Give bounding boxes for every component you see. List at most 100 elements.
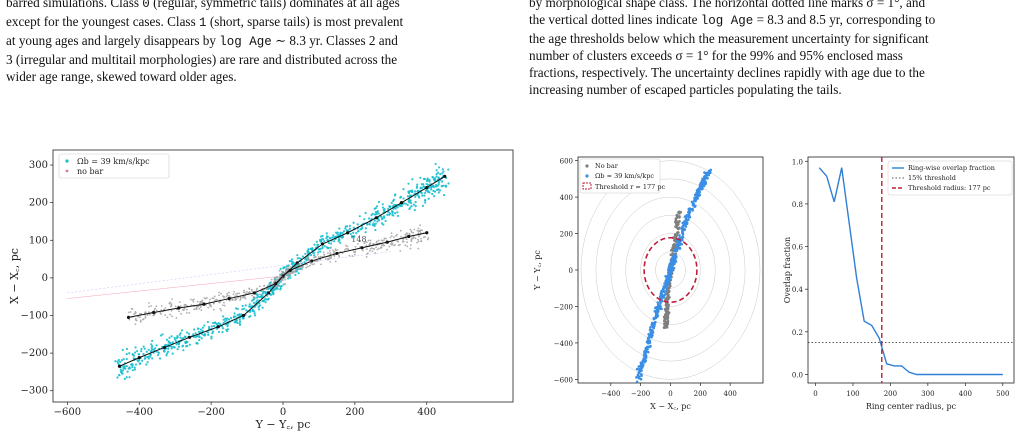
c2-point-nobar	[667, 281, 670, 284]
c1-point-bar	[248, 305, 251, 308]
c2-point-bar	[649, 326, 652, 329]
c1-point-bar	[300, 262, 304, 265]
c2-point-bar	[644, 349, 648, 352]
c2-point-nobar	[668, 270, 672, 274]
c1-point-bar	[351, 236, 354, 239]
c2-point-bar	[643, 358, 647, 362]
c2-point-bar	[696, 193, 699, 196]
c1-point-bar	[410, 189, 414, 192]
c1-point-nobar	[286, 269, 288, 272]
c1-point-bar	[176, 336, 179, 339]
c2-point-nobar	[669, 269, 672, 272]
c1-point-bar	[187, 332, 191, 335]
c2-point-nobar	[673, 249, 676, 252]
c1-point-bar	[184, 345, 188, 348]
c1-point-nobar	[134, 311, 137, 314]
c1-point-nobar	[281, 279, 284, 282]
c2-point-bar	[667, 277, 670, 281]
c2-point-bar	[647, 336, 651, 339]
c1-point-bar	[133, 357, 136, 360]
c1-point-bar	[396, 214, 400, 218]
c1-point-nobar	[200, 300, 202, 303]
c1-point-nobar	[144, 312, 147, 314]
c1-point-bar	[313, 243, 316, 246]
c2-point-nobar	[664, 324, 667, 328]
c2-point-nobar	[674, 220, 677, 224]
c1-point-nobar	[351, 255, 354, 257]
c1-point-nobar	[329, 252, 332, 254]
c1-point-nobar	[302, 263, 305, 266]
c2-point-bar	[645, 347, 649, 351]
c2-point-bar	[651, 334, 654, 337]
c1-point-nobar	[283, 272, 286, 275]
c1-point-bar	[378, 219, 381, 222]
c1-point-bar	[407, 198, 411, 202]
c2-point-bar	[668, 277, 672, 280]
c1-point-nobar	[288, 272, 291, 275]
c2-point-bar	[696, 193, 699, 196]
c2-point-bar	[665, 276, 669, 280]
c1-point-nobar	[366, 252, 369, 255]
c2-point-nobar	[663, 307, 667, 311]
c1-point-bar	[434, 179, 437, 183]
c1-point-bar	[253, 312, 256, 315]
c1-point-bar	[368, 222, 371, 226]
c1-point-bar	[411, 191, 414, 194]
c2-point-bar	[699, 182, 703, 185]
c2-point-bar	[643, 356, 647, 360]
c1-point-bar	[288, 274, 291, 277]
c2-point-nobar	[663, 317, 667, 320]
c2-point-nobar	[673, 235, 677, 238]
c2-point-bar	[662, 289, 666, 293]
c1-point-bar	[155, 350, 158, 353]
c1-point-bar	[279, 273, 282, 276]
c2-point-nobar	[676, 221, 680, 225]
c1-point-bar	[117, 358, 120, 362]
c2-point-bar	[654, 315, 658, 319]
c1-point-bar	[333, 235, 336, 239]
c2-point-bar	[704, 175, 707, 179]
c2-point-nobar	[665, 301, 668, 304]
c1-point-bar	[319, 239, 322, 242]
c2-point-bar	[675, 249, 679, 252]
c2-point-bar	[680, 227, 683, 230]
c1-point-nobar	[361, 249, 364, 252]
c1-point-nobar	[178, 301, 181, 303]
c1-point-bar	[227, 321, 230, 324]
c2-point-bar	[638, 370, 641, 373]
c1-point-bar	[145, 350, 148, 353]
c2-point-bar	[661, 295, 664, 299]
c1-track-node	[152, 310, 156, 315]
c1-point-bar	[417, 189, 420, 193]
c1-point-bar	[284, 272, 288, 275]
c1-point-bar	[372, 222, 375, 225]
c1-point-bar	[215, 327, 219, 330]
c1-point-nobar	[404, 233, 407, 236]
c1-point-nobar	[405, 238, 408, 241]
c2-point-bar	[650, 335, 653, 339]
c2-point-bar	[666, 278, 670, 281]
c2-point-bar	[702, 183, 706, 186]
c1-point-bar	[408, 207, 411, 211]
c2-point-bar	[658, 300, 662, 303]
c1-point-nobar	[190, 304, 193, 307]
c2-point-bar	[667, 279, 670, 282]
c1-point-bar	[234, 318, 237, 321]
c2-point-bar	[709, 168, 713, 172]
c1-point-bar	[251, 299, 254, 302]
c1-point-bar	[407, 200, 410, 203]
c1-point-nobar	[154, 311, 157, 314]
c1-point-nobar	[376, 243, 379, 246]
c2-point-bar	[650, 323, 654, 327]
c1-point-bar	[410, 201, 413, 205]
c2-point-bar	[676, 242, 679, 246]
c1-point-nobar	[265, 287, 267, 290]
c1-point-bar	[226, 328, 230, 331]
c1-point-nobar	[278, 280, 281, 283]
c1-point-nobar	[153, 312, 156, 314]
c1-point-bar	[167, 347, 170, 350]
c1-point-bar	[285, 268, 288, 271]
c1-point-nobar	[186, 305, 189, 307]
c1-point-nobar	[220, 309, 223, 312]
c1-point-bar	[260, 295, 263, 298]
